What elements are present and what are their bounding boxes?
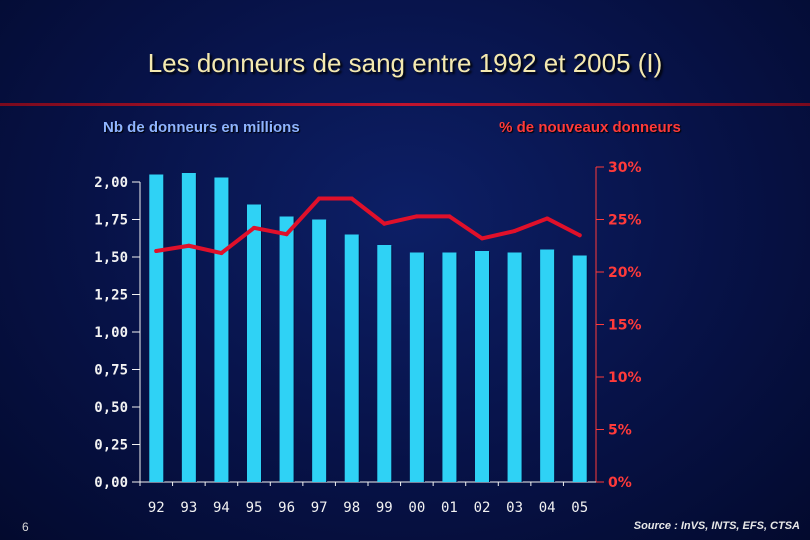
x-tick-label: 00 — [408, 500, 425, 516]
x-tick-label: 96 — [278, 500, 295, 516]
line-point — [414, 214, 419, 219]
left-tick-label: 1,75 — [94, 213, 128, 229]
right-tick-label: 25% — [608, 213, 642, 229]
left-tick-label: 1,50 — [94, 250, 128, 266]
x-tick-label: 02 — [474, 500, 491, 516]
new-donors-line — [154, 196, 582, 256]
x-tick-label: 05 — [571, 500, 588, 516]
bar — [214, 177, 229, 482]
x-tick-label: 93 — [180, 500, 197, 516]
bar — [149, 174, 164, 482]
source-note: Source : InVS, INTS, EFS, CTSA — [633, 520, 800, 532]
bar — [377, 245, 392, 482]
left-tick-label: 1,00 — [94, 325, 128, 341]
line-point — [317, 196, 322, 201]
right-tick-label: 0% — [608, 475, 632, 491]
bar — [279, 216, 294, 482]
x-tick-label: 92 — [148, 500, 165, 516]
bar — [409, 252, 424, 482]
bar — [181, 173, 196, 482]
title-divider — [0, 103, 810, 106]
bar — [572, 255, 587, 482]
line-point — [545, 216, 550, 221]
line-point — [447, 214, 452, 219]
left-tick-label: 1,25 — [94, 288, 128, 304]
page-number: 6 — [22, 520, 29, 534]
bar — [507, 252, 522, 482]
line-point — [382, 221, 387, 226]
bar — [442, 252, 457, 482]
right-tick-label: 30% — [608, 160, 642, 176]
bar — [247, 204, 261, 482]
left-tick-label: 2,00 — [94, 175, 128, 191]
x-tick-label: 01 — [441, 500, 458, 516]
right-tick-label: 15% — [608, 318, 642, 334]
page-title: Les donneurs de sang entre 1992 et 2005 … — [147, 48, 663, 78]
left-tick-label: 0,50 — [94, 400, 128, 416]
x-tick-label: 04 — [539, 500, 556, 516]
right-tick-label: 20% — [608, 265, 642, 281]
x-tick-label: 95 — [246, 500, 263, 516]
bar — [344, 234, 359, 482]
x-tick-label: 98 — [343, 500, 360, 516]
line-point — [512, 229, 517, 234]
line-point — [480, 236, 484, 241]
line-point — [252, 225, 256, 230]
right-axis-label: % de nouveaux donneurs — [499, 119, 681, 136]
line-point — [219, 251, 224, 256]
line-point — [154, 249, 159, 253]
line-point — [577, 233, 582, 238]
x-tick-label: 97 — [311, 500, 328, 516]
right-tick-label: 10% — [608, 370, 642, 386]
line-point — [284, 232, 289, 237]
left-tick-label: 0,00 — [94, 475, 128, 491]
left-axis-label: Nb de donneurs en millions — [103, 119, 300, 136]
bar — [312, 219, 327, 482]
line-point — [349, 196, 354, 201]
right-tick-label: 5% — [608, 423, 632, 439]
left-tick-label: 0,25 — [94, 438, 128, 454]
bar — [475, 251, 489, 482]
bar — [540, 249, 555, 482]
x-tick-label: 99 — [376, 500, 393, 516]
x-tick-label: 03 — [506, 500, 523, 516]
line-point — [186, 243, 191, 248]
x-tick-label: 94 — [213, 500, 230, 516]
left-tick-label: 0,75 — [94, 363, 128, 379]
